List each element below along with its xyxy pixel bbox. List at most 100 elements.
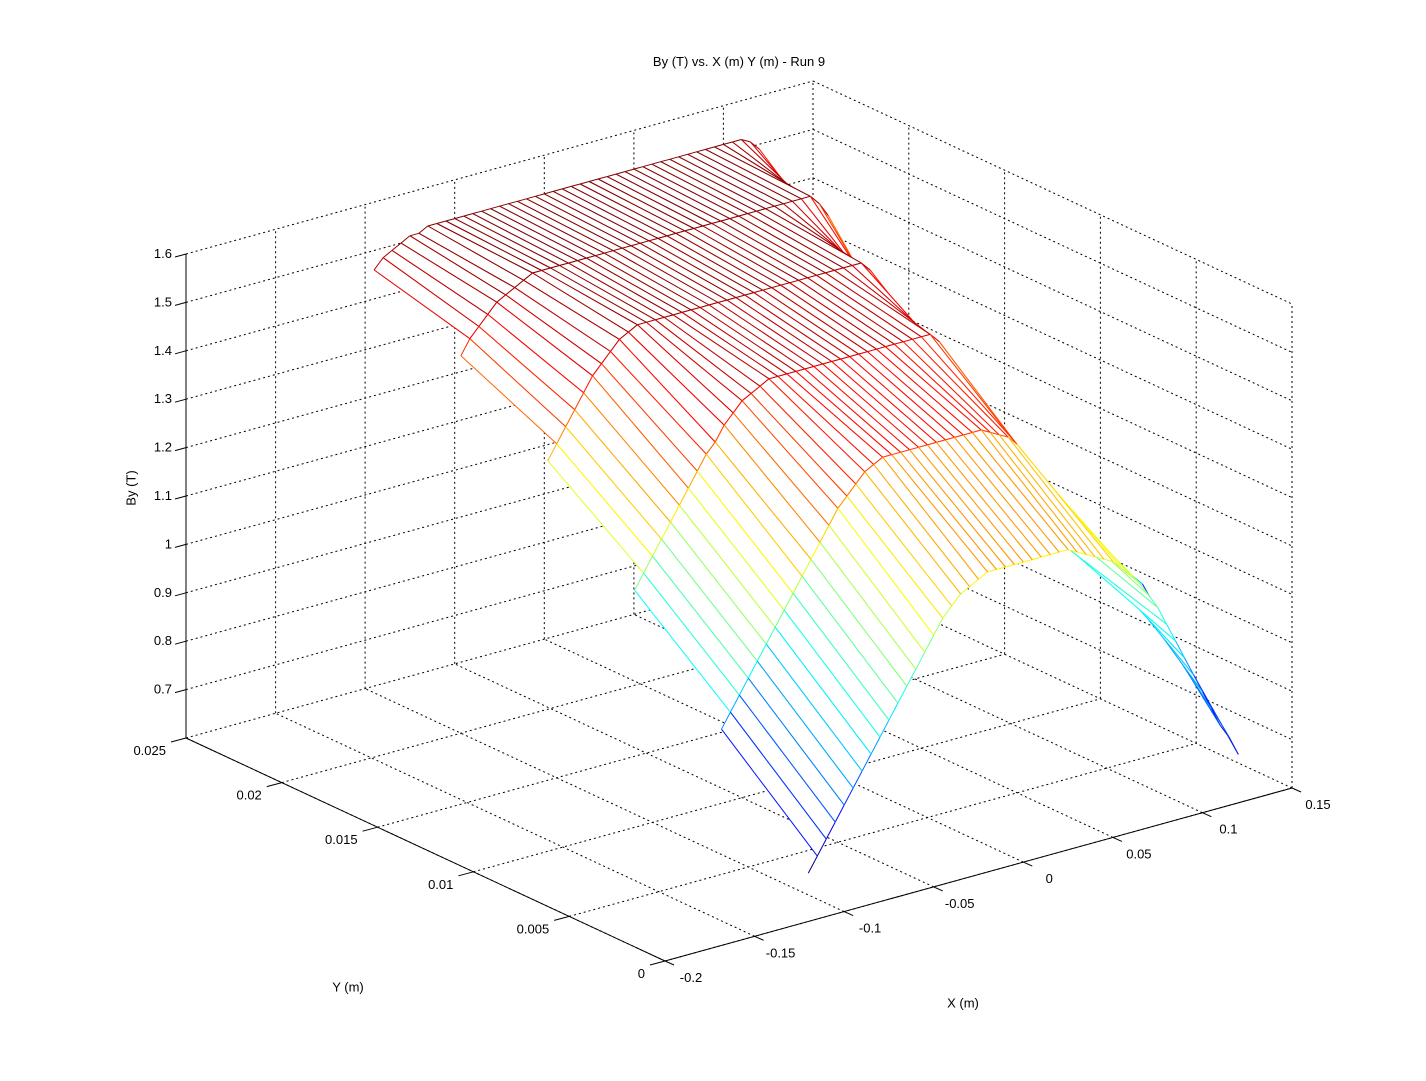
mesh-face <box>798 277 904 345</box>
mesh-edge <box>702 225 799 281</box>
mesh-edge <box>873 464 970 587</box>
mesh-face <box>664 314 769 387</box>
mesh-edge <box>828 524 926 653</box>
mesh-edge <box>427 225 524 281</box>
mesh-face <box>562 186 667 239</box>
mesh-edge <box>588 181 686 232</box>
y-tick-label: 0.005 <box>517 921 550 936</box>
mesh-edge <box>490 208 587 259</box>
mesh-edge <box>544 193 641 244</box>
mesh-face <box>553 188 658 241</box>
mesh-edge <box>885 346 982 431</box>
mesh-face <box>918 444 1024 565</box>
mesh-edge <box>774 626 872 755</box>
z-grid-backwall <box>185 370 814 545</box>
y-tick-label: 0.015 <box>325 832 358 847</box>
mesh-edge <box>750 393 848 497</box>
z-grid-rightwall <box>812 274 1293 499</box>
mesh-face <box>733 400 838 526</box>
mesh-edge <box>409 235 506 296</box>
mesh-face <box>912 336 1018 445</box>
mesh-edge <box>577 260 674 316</box>
mesh-edge <box>879 719 890 738</box>
mesh-edge <box>867 351 964 436</box>
mesh-face <box>583 375 689 506</box>
mesh-edge <box>666 232 677 237</box>
mesh-face <box>730 695 836 840</box>
mesh-edge <box>574 392 585 411</box>
mesh-edge <box>702 223 712 227</box>
mesh-face <box>792 198 898 321</box>
mesh-face <box>673 312 778 379</box>
mesh-face <box>724 412 829 543</box>
mesh-edge <box>553 188 563 192</box>
mesh-edge <box>1058 549 1069 553</box>
mesh-face <box>604 250 709 308</box>
mesh-edge <box>469 326 480 339</box>
mesh-face <box>684 228 790 286</box>
mesh-face <box>613 248 718 305</box>
mesh-face <box>858 351 964 438</box>
mesh-face <box>615 171 721 224</box>
mesh-edge <box>469 338 567 428</box>
mesh-edge <box>508 203 605 254</box>
z-tick-label: 1.5 <box>154 294 172 309</box>
mesh-edge <box>670 521 767 645</box>
z-grid-rightwall <box>812 370 1293 595</box>
mesh-edge <box>634 572 645 591</box>
mesh-edge <box>382 250 393 259</box>
mesh-edge <box>478 326 576 411</box>
x-grid-floor <box>275 712 755 937</box>
z-grid-backwall <box>185 516 814 691</box>
mesh-face <box>661 522 767 662</box>
mesh-face <box>655 317 760 394</box>
mesh-edge <box>592 363 602 377</box>
mesh-face <box>909 447 1015 567</box>
mesh-face <box>556 426 662 557</box>
mesh-face <box>478 314 584 410</box>
mesh-edge <box>756 643 767 662</box>
mesh-face <box>697 454 803 594</box>
mesh-edge <box>909 449 1006 568</box>
mesh-edge <box>738 677 749 696</box>
mesh-edge <box>619 339 716 443</box>
mesh-edge <box>792 592 890 721</box>
mesh-edge <box>670 504 680 523</box>
mesh-edge <box>699 304 710 308</box>
z-tick-label: 0.8 <box>154 633 172 648</box>
mesh-face <box>882 454 988 580</box>
mesh-edge <box>714 146 811 197</box>
mesh-edge <box>891 454 988 573</box>
mesh-edge <box>556 443 653 557</box>
mesh-face <box>544 191 649 244</box>
mesh-edge <box>637 324 734 414</box>
mesh-face <box>804 366 910 453</box>
mesh-edge <box>864 471 961 595</box>
mesh-edge <box>735 297 832 362</box>
mesh-edge <box>819 541 917 670</box>
mesh-edge <box>517 200 614 252</box>
z-grid-rightwall <box>812 467 1293 692</box>
z-grid-rightwall <box>812 177 1293 402</box>
mesh-edge <box>825 269 835 274</box>
mesh-edge <box>771 287 868 353</box>
mesh-edge <box>1005 564 1015 568</box>
mesh-edge <box>789 282 886 348</box>
mesh-face <box>726 297 832 364</box>
mesh-edge <box>708 304 806 370</box>
mesh-face <box>807 275 913 342</box>
mesh-edge <box>756 210 853 266</box>
mesh-face <box>652 539 758 679</box>
mesh-edge <box>604 250 614 254</box>
x-tick-label: -0.2 <box>680 970 702 985</box>
mesh-edge <box>628 324 638 333</box>
mesh-edge <box>565 426 662 540</box>
z-tick-mark <box>174 495 187 500</box>
x-grid-floor <box>364 688 845 913</box>
z-tick-mark <box>174 689 187 694</box>
mesh-edge <box>633 168 730 220</box>
mesh-edge <box>427 223 437 227</box>
mesh-edge <box>634 589 731 713</box>
mesh-edge <box>816 838 827 857</box>
mesh-edge <box>586 255 596 259</box>
